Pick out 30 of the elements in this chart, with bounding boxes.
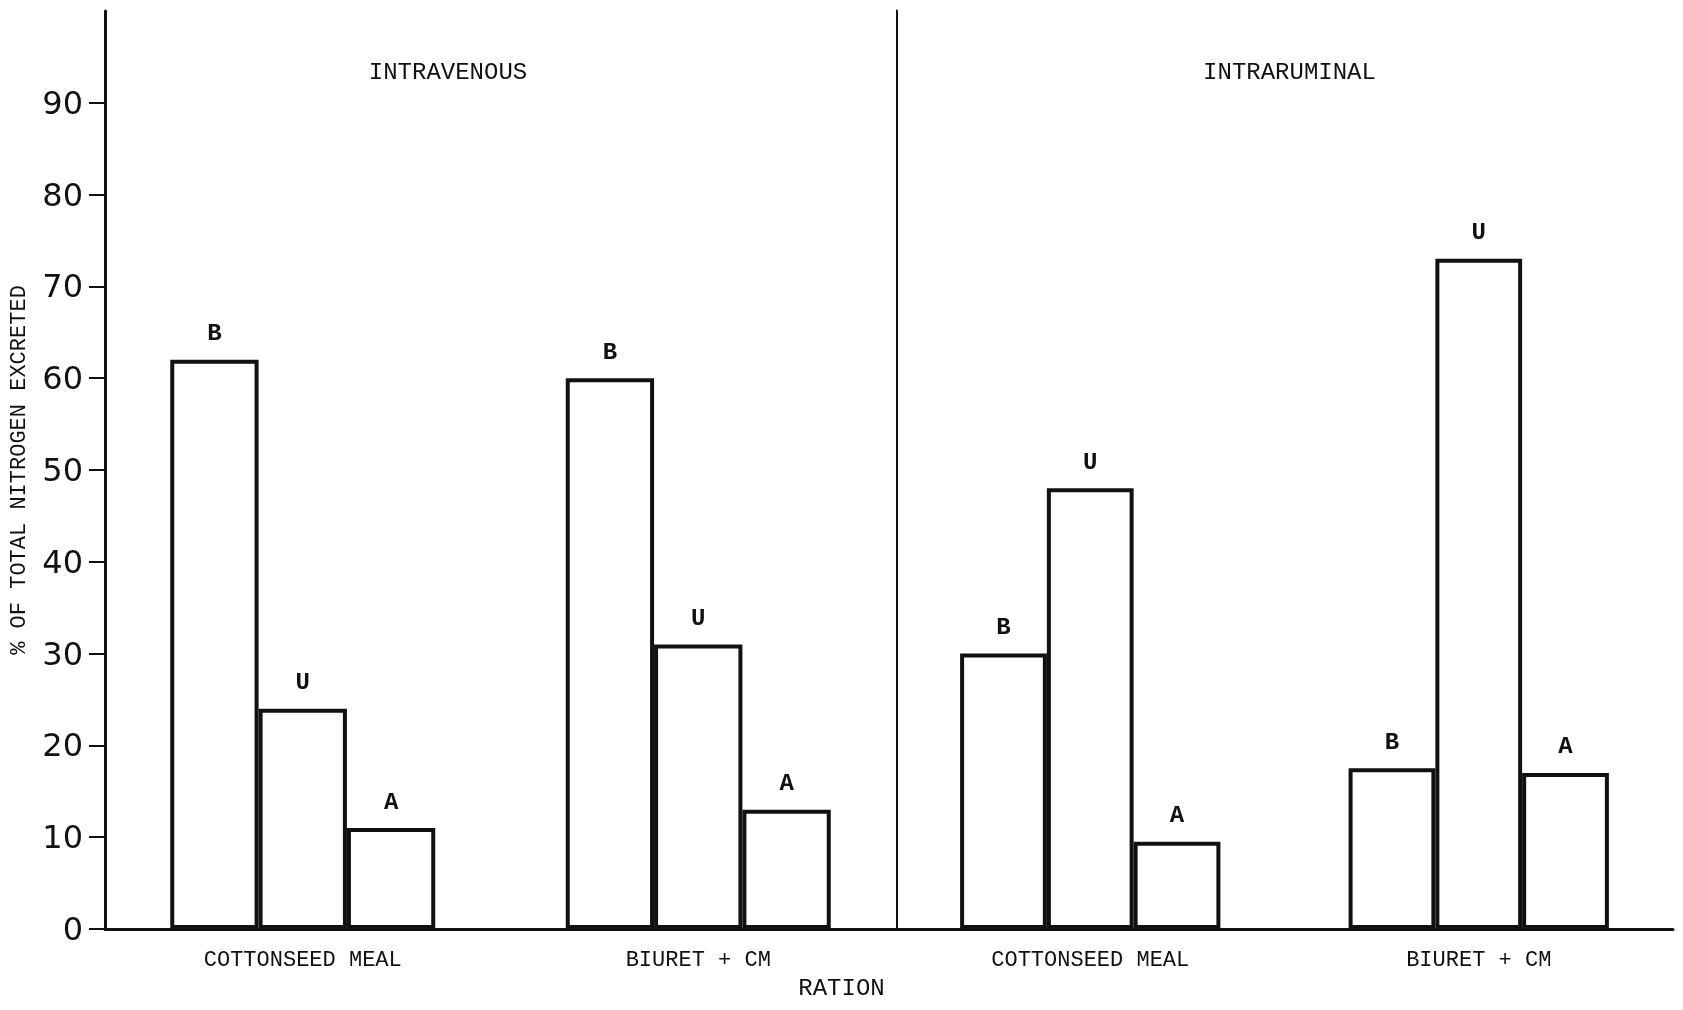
x-tick-label: COTTONSEED MEAL bbox=[203, 947, 402, 973]
y-tick-label: 40 bbox=[42, 542, 83, 581]
text: B bbox=[1384, 728, 1400, 756]
text: INTRARUMINAL bbox=[1203, 58, 1376, 86]
x-axis-title: RATION bbox=[797, 975, 886, 1002]
y-tick-label: 10 bbox=[42, 818, 83, 857]
x-tick-label: BIURET + CM bbox=[625, 947, 771, 973]
text: A bbox=[779, 770, 794, 798]
text: INTRAVENOUS bbox=[368, 58, 528, 86]
text: U bbox=[1471, 219, 1486, 247]
text: U bbox=[691, 604, 706, 632]
y-tick-label: 80 bbox=[42, 175, 83, 214]
series-label: B bbox=[207, 320, 222, 348]
y-tick-label: 30 bbox=[42, 634, 83, 673]
x-tick-label: COTTONSEED MEAL bbox=[991, 947, 1190, 973]
series-label: A bbox=[1169, 802, 1185, 830]
y-tick-label: 70 bbox=[42, 267, 83, 306]
y-tick-label: 20 bbox=[42, 726, 83, 765]
text: B bbox=[602, 338, 618, 366]
y-tick-label: 60 bbox=[42, 359, 83, 398]
y-tick-label: 0 bbox=[62, 910, 83, 948]
text: A bbox=[1558, 733, 1573, 761]
series-label: B bbox=[996, 614, 1011, 642]
series-label: U bbox=[295, 669, 310, 697]
series-label: A bbox=[383, 788, 399, 816]
x-tick-label: BIURET + CM bbox=[1406, 947, 1552, 973]
series-label: U bbox=[1083, 448, 1098, 476]
y-axis-title: % OF TOTAL NITROGEN EXCRETED bbox=[6, 285, 32, 655]
y-tick-label: 50 bbox=[42, 451, 83, 489]
y-tick-label: 90 bbox=[42, 83, 83, 122]
